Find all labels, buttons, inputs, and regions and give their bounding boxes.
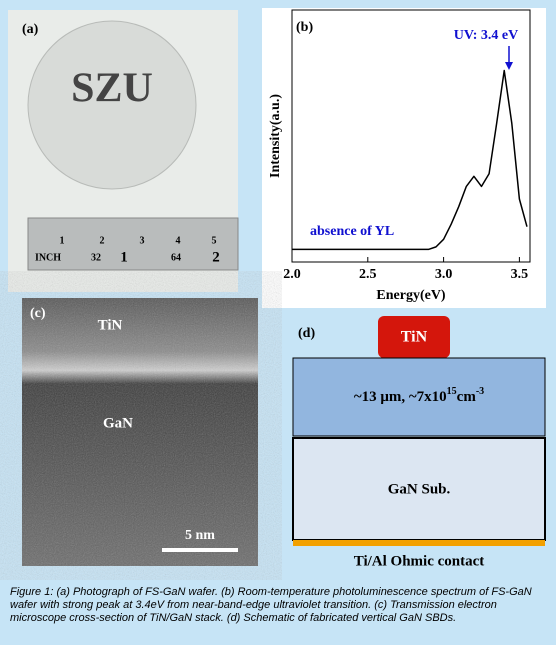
figure: SZU (a) 1 2 3 4 5 INCH 32 1 64 2 (b) Energy(eV) I… bbox=[8, 8, 546, 569]
layer-label: GaN bbox=[103, 415, 133, 431]
spectrum-line bbox=[292, 69, 528, 251]
substrate bbox=[292, 437, 546, 541]
panel-label: (b) bbox=[296, 20, 313, 35]
drift-label: ~13 μm, ~7x1015cm-3 bbox=[354, 386, 484, 405]
ruler-label: 2 bbox=[212, 249, 220, 265]
wafer-text: SZU bbox=[71, 66, 153, 112]
ohmic-layer bbox=[293, 540, 545, 546]
layer-label: TiN bbox=[98, 317, 123, 333]
contact-label: TiN bbox=[401, 329, 428, 346]
ruler-label: 32 bbox=[91, 252, 101, 263]
substrate-label: GaN Sub. bbox=[388, 481, 451, 497]
text: ~13 μm, ~7x10 bbox=[354, 389, 447, 405]
panel-label: (a) bbox=[22, 22, 39, 37]
caption: Figure 1: (a) Photograph of FS-GaN wafer… bbox=[10, 586, 532, 624]
ruler-label: 1 bbox=[120, 249, 128, 265]
x-tick-label: 3.5 bbox=[511, 267, 529, 282]
axes-frame bbox=[291, 9, 531, 263]
ohmic-label: Ti/Al Ohmic contact bbox=[354, 553, 485, 569]
panel-label: (d) bbox=[298, 326, 315, 341]
superscript: 15 bbox=[447, 386, 457, 397]
scale-label: 5 nm bbox=[185, 528, 215, 543]
x-tick-label: 2.5 bbox=[359, 267, 377, 282]
tem-texture bbox=[22, 298, 258, 566]
panel-label: (c) bbox=[30, 306, 46, 321]
arrow-head bbox=[505, 62, 513, 70]
annotation: UV: 3.4 eV bbox=[454, 28, 518, 43]
ruler-label: 5 bbox=[212, 235, 217, 246]
ruler-label: 4 bbox=[176, 235, 181, 246]
ruler bbox=[27, 217, 239, 271]
annotation: absence of YL bbox=[310, 224, 394, 239]
wafer bbox=[27, 20, 197, 190]
superscript: -3 bbox=[476, 386, 484, 397]
contact bbox=[378, 316, 450, 358]
scale-bar bbox=[162, 548, 238, 552]
ruler-label: 2 bbox=[100, 235, 105, 246]
ruler-label: 3 bbox=[140, 235, 145, 246]
x-tick-label: 2.0 bbox=[283, 267, 301, 282]
x-tick-label: 3.0 bbox=[435, 267, 453, 282]
x-axis-label: Energy(eV) bbox=[376, 288, 446, 303]
text: cm bbox=[457, 389, 477, 405]
y-axis-label: Intensity(a.u.) bbox=[268, 94, 283, 178]
ruler-label: 1 bbox=[60, 235, 65, 246]
drift-layer bbox=[292, 357, 546, 437]
plot-background bbox=[262, 8, 546, 308]
ruler-label: 64 bbox=[171, 252, 181, 263]
ruler-label: INCH bbox=[35, 252, 61, 263]
